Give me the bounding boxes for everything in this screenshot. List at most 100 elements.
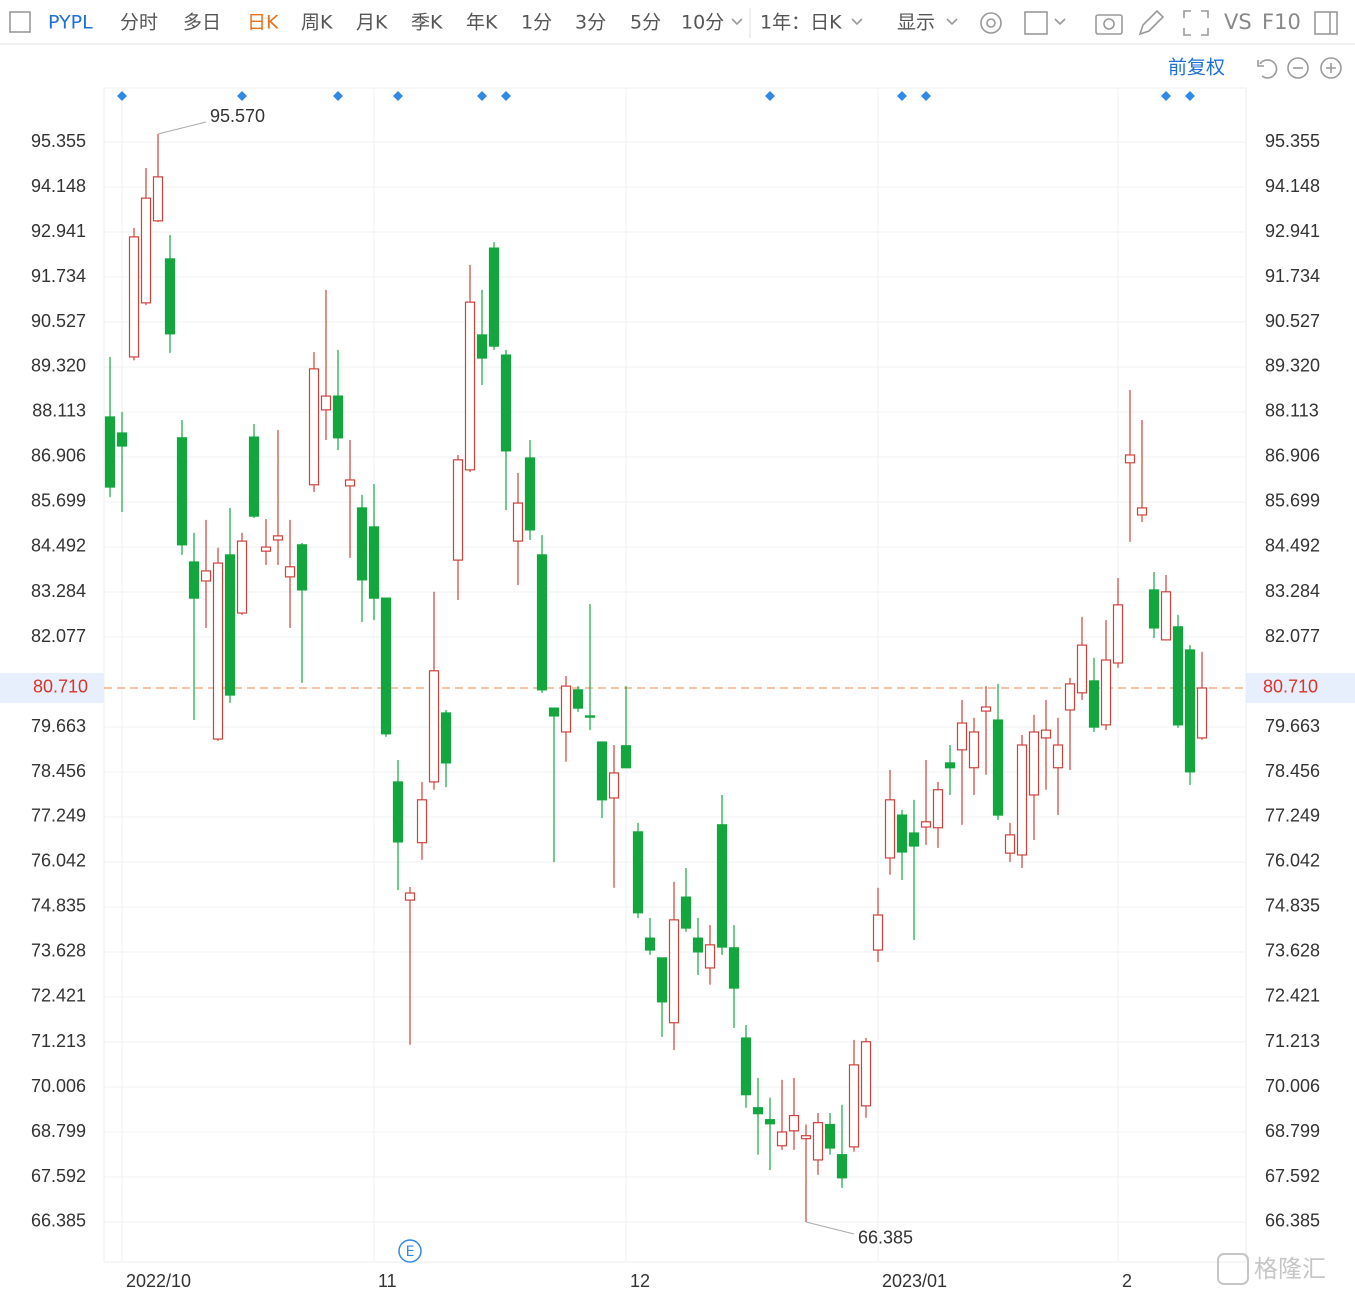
period-tab[interactable]: 季K (411, 12, 443, 34)
candle-body (1160, 591, 1172, 641)
y-tick-label: 88.113 (32, 401, 86, 421)
candle-body (260, 546, 272, 552)
y2-tick-label: 95.355 (1265, 131, 1320, 151)
y2-tick-label: 85.699 (1265, 491, 1320, 511)
panel-icon[interactable] (1314, 11, 1338, 35)
y-tick-label: 73.628 (31, 941, 86, 961)
candle-body (812, 1122, 824, 1161)
y-tick-label: 67.592 (31, 1166, 86, 1186)
period-tab[interactable]: 年K (466, 12, 498, 34)
y2-tick-label: 66.385 (1265, 1211, 1320, 1231)
layout-icon[interactable] (1024, 11, 1048, 35)
event-marker[interactable] (117, 91, 127, 101)
range-select[interactable]: 1年：日K (760, 12, 842, 34)
symbol[interactable]: PYPL (48, 12, 93, 34)
period-tab[interactable]: 1分 (521, 12, 552, 34)
watermark-logo (1217, 1253, 1249, 1285)
candle-body (140, 197, 152, 304)
event-marker[interactable] (501, 91, 511, 101)
draw-icon[interactable] (1138, 9, 1165, 36)
y-tick-label: 71.213 (31, 1031, 86, 1051)
y-tick-label: 66.385 (31, 1211, 86, 1231)
event-marker[interactable] (393, 91, 403, 101)
y2-tick-label: 92.941 (1265, 221, 1320, 241)
fullscreen-icon[interactable] (1183, 10, 1209, 36)
candle-body (1100, 659, 1112, 726)
f10-button[interactable]: F10 (1262, 10, 1301, 34)
candle-body (548, 707, 560, 717)
candle-body (524, 457, 536, 531)
candle-body (212, 562, 224, 740)
candle-body (416, 799, 428, 844)
candle-body (356, 507, 368, 581)
vs-button[interactable]: VS (1224, 10, 1252, 34)
candle-body (752, 1107, 764, 1115)
plot-frame (103, 87, 1247, 1263)
y2-tick-label: 73.628 (1265, 941, 1320, 961)
candle-body (560, 685, 572, 733)
x-tick-label: 2 (1122, 1271, 1132, 1291)
y-tick-label: 92.941 (31, 221, 86, 241)
candle-body (368, 526, 380, 599)
candle-body (512, 502, 524, 542)
zoom-in[interactable] (1320, 57, 1342, 79)
candle-body (1004, 834, 1016, 854)
period-tab[interactable]: 3分 (575, 12, 606, 34)
candle-body (932, 789, 944, 829)
event-marker[interactable] (897, 91, 907, 101)
event-marker[interactable] (1185, 91, 1195, 101)
period-tab[interactable]: 5分 (630, 12, 661, 34)
y-tick-label: 82.077 (31, 626, 86, 646)
period-tab[interactable]: 多日 (183, 12, 221, 34)
event-marker[interactable] (477, 91, 487, 101)
candle-body (476, 334, 488, 359)
candle-body (740, 1037, 752, 1096)
annotation-label: 66.385 (858, 1228, 913, 1248)
event-marker[interactable] (921, 91, 931, 101)
watermark-text: 格隆汇 (1254, 1255, 1326, 1283)
annotation-label: 95.570 (210, 106, 265, 126)
zoom-out[interactable] (1287, 57, 1309, 79)
candle-body (236, 540, 248, 614)
event-marker[interactable] (333, 91, 343, 101)
candle-body (908, 832, 920, 847)
event-marker[interactable] (765, 91, 775, 101)
period-tab[interactable]: 周K (301, 12, 333, 34)
camera-lens (1103, 18, 1115, 30)
menu-icon[interactable] (9, 11, 31, 33)
y-tick-label: 91.734 (31, 266, 86, 286)
undo-icon[interactable] (1257, 59, 1278, 79)
y-tick-label: 68.799 (31, 1121, 86, 1141)
period-tab[interactable]: 日K (247, 12, 279, 34)
candle-body (788, 1114, 800, 1132)
adjust-button[interactable]: 前复权 (1168, 57, 1225, 79)
y-tick-label: 83.284 (31, 581, 86, 601)
y2-tick-label: 76.042 (1265, 851, 1320, 871)
candle-body (296, 544, 308, 591)
candle-body (152, 176, 164, 222)
candle-body (800, 1135, 812, 1140)
candle-body (896, 814, 908, 853)
candle-body (860, 1041, 872, 1107)
y2-tick-label: 77.249 (1265, 806, 1320, 826)
candle-body (320, 395, 332, 411)
candle-body (992, 719, 1004, 816)
period-tab[interactable]: 分时 (120, 12, 158, 34)
event-marker[interactable] (1161, 91, 1171, 101)
x-tick-label: 11 (378, 1271, 397, 1291)
event-marker[interactable] (237, 91, 247, 101)
candle-body (1184, 649, 1196, 773)
display-select[interactable]: 显示 (897, 12, 935, 34)
period-tab[interactable]: 月K (356, 12, 388, 34)
earnings-marker[interactable] (398, 1239, 422, 1263)
candle-body (224, 554, 236, 696)
candle-body (1148, 589, 1160, 629)
settings-icon[interactable] (980, 12, 1002, 34)
candle-body (824, 1123, 836, 1149)
camera-icon[interactable] (1095, 14, 1123, 35)
y2-tick-label: 84.492 (1265, 536, 1320, 556)
period-tab[interactable]: 10分 (681, 12, 724, 34)
candle-body (980, 706, 992, 712)
candle-body (1052, 744, 1064, 769)
